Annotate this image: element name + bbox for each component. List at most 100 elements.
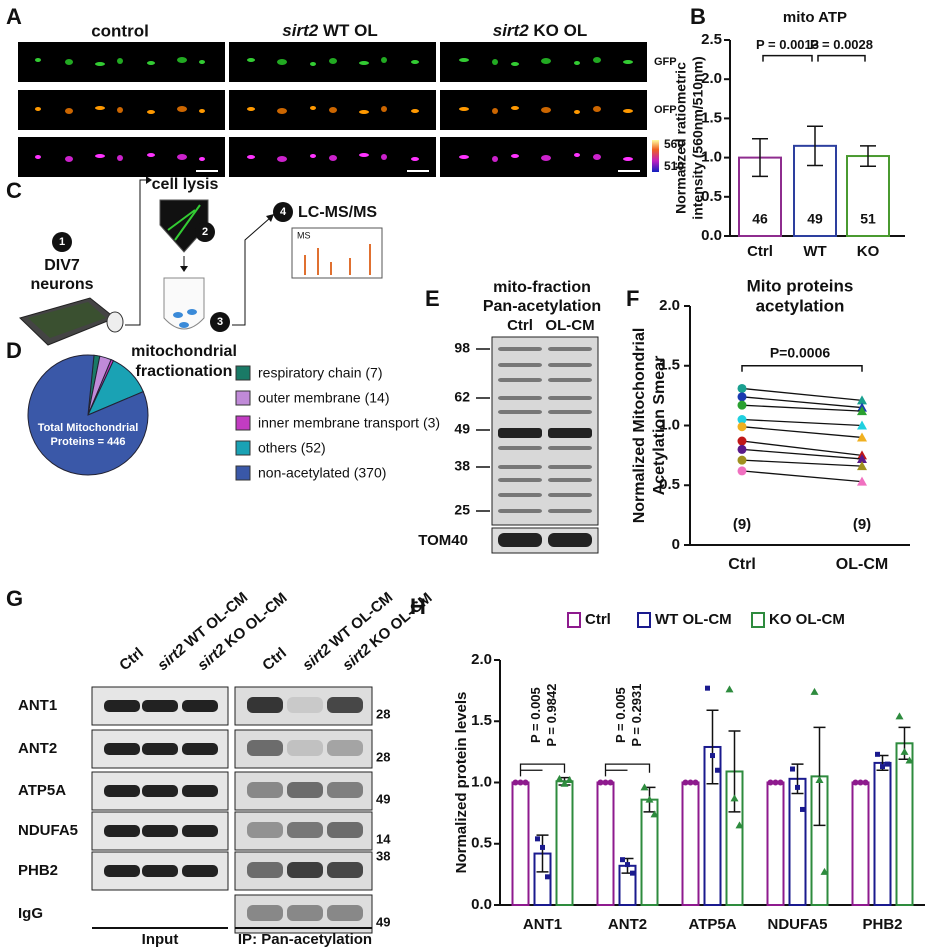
band <box>247 782 283 798</box>
error-bar <box>536 834 549 873</box>
n-label: 49 <box>807 211 823 227</box>
band <box>104 865 140 877</box>
legend-swatch <box>235 415 251 431</box>
y-axis-label: Normalized protein levels <box>453 692 470 874</box>
bracket <box>817 54 866 62</box>
point <box>852 779 859 786</box>
pair-line <box>741 387 863 402</box>
row-label: PHB2 <box>18 862 58 879</box>
x-tick-label: NDUFA5 <box>767 916 827 933</box>
point <box>900 747 909 755</box>
mito <box>277 156 287 162</box>
legend-swatch <box>235 390 251 406</box>
annotation: P = 0.0013 <box>756 37 819 52</box>
legend-label: Ctrl <box>585 611 611 628</box>
y-tick-label: 1.5 <box>701 109 722 126</box>
bar <box>555 780 574 907</box>
lane-label: OL-CM <box>545 317 594 334</box>
mito <box>117 155 123 161</box>
x-tick-label: ATP5A <box>688 916 736 933</box>
annotation: P = 0.005 <box>528 687 543 743</box>
error-bar <box>752 138 768 178</box>
row-label: NDUFA5 <box>18 822 78 839</box>
row-label: OFP <box>654 104 677 116</box>
n-label: (9) <box>733 516 751 533</box>
legend-label: respiratory chain (7) <box>258 365 383 381</box>
x-tick-label: OL-CM <box>836 556 888 573</box>
band <box>182 743 218 755</box>
lane-label: Ctrl <box>259 644 290 674</box>
point <box>737 392 747 402</box>
mito <box>177 57 187 63</box>
band <box>498 378 542 382</box>
mito <box>117 58 123 64</box>
band <box>142 785 178 797</box>
y-tick-label: 1.5 <box>471 712 492 729</box>
band <box>182 865 218 877</box>
band <box>287 782 323 798</box>
band <box>498 446 542 450</box>
point <box>522 779 529 786</box>
point <box>715 767 720 773</box>
point <box>640 783 649 791</box>
point <box>737 436 747 446</box>
point <box>795 784 800 790</box>
band <box>142 743 178 755</box>
panel-letter: C <box>6 178 22 203</box>
mito <box>541 107 551 113</box>
point <box>862 779 869 786</box>
y-tick-label: 0.5 <box>471 835 492 852</box>
mito <box>411 109 419 113</box>
gene: sirt2 <box>194 640 230 674</box>
point <box>857 779 864 786</box>
bracket <box>604 763 651 777</box>
band <box>182 785 218 797</box>
band <box>327 822 363 838</box>
error-bar <box>706 709 719 785</box>
mito <box>541 58 551 64</box>
pair-line <box>741 396 863 409</box>
bar <box>738 156 782 238</box>
point <box>857 395 867 405</box>
legend-swatch <box>235 465 251 481</box>
mito <box>147 153 155 157</box>
gene: sirt2 <box>282 21 318 40</box>
band <box>247 822 283 838</box>
pair-line <box>741 418 863 427</box>
mito <box>65 156 73 162</box>
mw-label: 62 <box>454 389 470 405</box>
mito <box>247 107 255 111</box>
band <box>287 697 323 713</box>
point <box>630 870 635 876</box>
point <box>682 779 689 786</box>
x-tick-label: Ctrl <box>747 243 773 260</box>
legend-label: inner membrane transport (3) <box>258 415 440 431</box>
mito <box>511 154 519 158</box>
legend-swatch <box>637 612 651 628</box>
band <box>498 478 542 482</box>
row-label: IgG <box>18 905 43 922</box>
point <box>737 415 747 425</box>
band <box>182 700 218 712</box>
y-axis-label: Normalized ratiometric <box>673 62 689 214</box>
legend-swatch <box>567 612 581 628</box>
point <box>725 685 734 693</box>
mw-label: 14 <box>376 831 391 846</box>
group-label: Input <box>142 931 179 948</box>
point <box>737 444 747 454</box>
point <box>857 406 867 416</box>
blot <box>491 336 599 554</box>
band <box>104 743 140 755</box>
chart-title: acetylation <box>756 296 845 315</box>
point <box>560 779 569 787</box>
band <box>498 410 542 414</box>
mito <box>199 60 205 64</box>
band <box>498 347 542 351</box>
axis <box>689 306 910 546</box>
panel-letter: D <box>6 338 22 363</box>
point <box>857 476 867 486</box>
mito <box>277 59 287 65</box>
mito <box>35 155 41 159</box>
panel-letter: B <box>690 4 706 29</box>
